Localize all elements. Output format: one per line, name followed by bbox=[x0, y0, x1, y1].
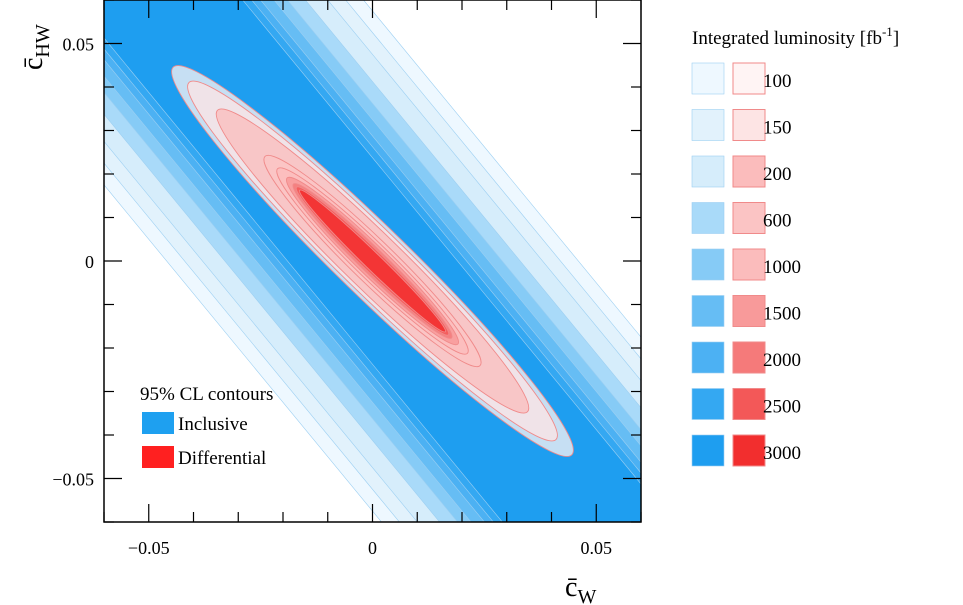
tick-labels: −0.05 0 0.05 −0.05 0 0.05 bbox=[52, 35, 612, 559]
lumi-swatch-inclusive bbox=[691, 109, 725, 141]
inset-legend-label-differential: Differential bbox=[178, 448, 266, 469]
y-tick-label: 0 bbox=[85, 252, 94, 272]
lumi-swatch-differential bbox=[732, 202, 766, 234]
lumi-label: 1500 bbox=[763, 304, 801, 325]
luminosity-legend-title: Integrated luminosity [fb-1] bbox=[692, 24, 899, 49]
inset-legend-label-inclusive: Inclusive bbox=[178, 414, 248, 435]
lumi-swatch-differential bbox=[732, 248, 766, 281]
differential-ellipse-3000 bbox=[299, 189, 446, 333]
lumi-swatch-inclusive bbox=[691, 202, 725, 234]
inset-legend: 95% CL contours Inclusive Differential bbox=[140, 384, 273, 469]
lumi-label: 2500 bbox=[763, 397, 801, 418]
lumi-swatch-differential bbox=[732, 155, 766, 188]
lumi-swatch-inclusive bbox=[691, 155, 725, 188]
lumi-swatch-inclusive bbox=[691, 434, 725, 467]
x-tick-label: −0.05 bbox=[128, 538, 170, 558]
lumi-swatch-differential bbox=[732, 341, 766, 374]
lumi-label: 150 bbox=[763, 118, 792, 139]
axis-ticks bbox=[103, 0, 642, 523]
luminosity-legend: Integrated luminosity [fb-1] 100 150 200 60… bbox=[691, 24, 899, 467]
inset-legend-title: 95% CL contours bbox=[140, 384, 273, 405]
differential-ellipses bbox=[171, 65, 574, 457]
lumi-label: 600 bbox=[763, 211, 792, 232]
lumi-label: 1000 bbox=[763, 257, 801, 278]
y-tick-label: 0.05 bbox=[63, 35, 95, 55]
lumi-swatch-differential bbox=[732, 62, 766, 95]
lumi-label: 100 bbox=[763, 71, 792, 92]
lumi-swatch-differential bbox=[732, 434, 766, 467]
luminosity-legend-rows: 100 150 200 600 1000 1500 2000 2500 3000 bbox=[691, 62, 801, 467]
inset-legend-swatch-differential bbox=[142, 446, 174, 468]
inset-legend-swatch-inclusive bbox=[142, 412, 174, 434]
lumi-swatch-inclusive bbox=[691, 295, 725, 327]
lumi-swatch-differential bbox=[732, 295, 766, 327]
x-axis-title: c̄W bbox=[565, 572, 596, 605]
lumi-swatch-inclusive bbox=[691, 341, 725, 374]
lumi-label: 200 bbox=[763, 164, 792, 185]
plot-area bbox=[104, 0, 641, 522]
lumi-swatch-inclusive bbox=[691, 388, 725, 420]
y-axis-title: c̄HW bbox=[18, 24, 54, 70]
lumi-swatch-differential bbox=[732, 388, 766, 420]
lumi-swatch-differential bbox=[732, 109, 766, 141]
lumi-swatch-inclusive bbox=[691, 62, 725, 95]
lumi-swatch-inclusive bbox=[691, 248, 725, 281]
lumi-label: 2000 bbox=[763, 350, 801, 371]
y-tick-label: −0.05 bbox=[52, 470, 94, 490]
x-tick-label: 0 bbox=[368, 538, 377, 558]
lumi-label: 3000 bbox=[763, 443, 801, 464]
x-tick-label: 0.05 bbox=[581, 538, 613, 558]
